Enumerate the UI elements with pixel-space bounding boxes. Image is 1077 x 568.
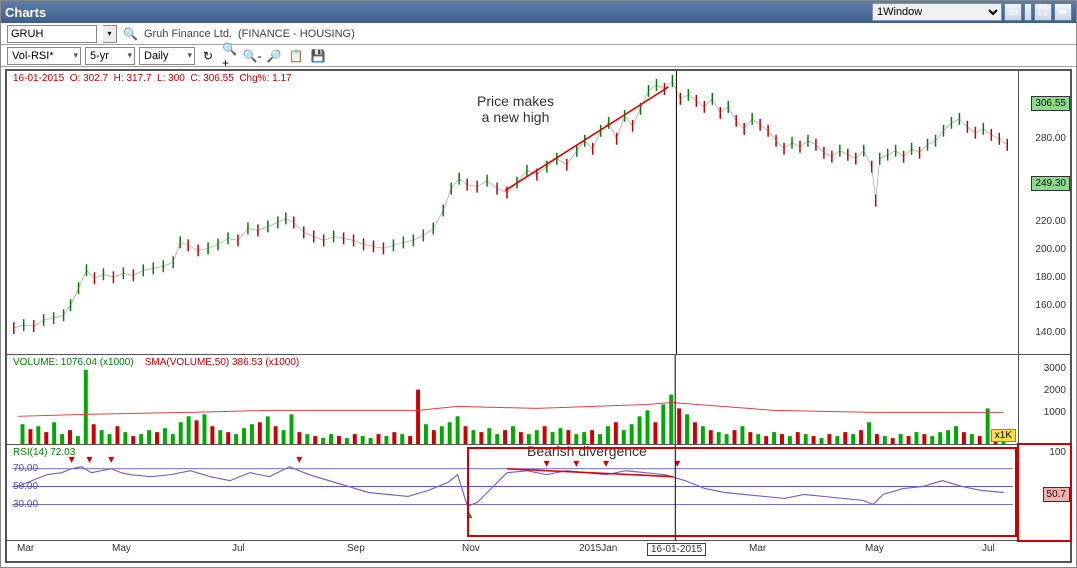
symbol-bar: ▾ 🔍 Gruh Finance Ltd. (FINANCE - HOUSING…	[1, 23, 1076, 45]
refresh-icon[interactable]: ↻	[199, 47, 217, 65]
price-y-axis: 306.55280.00249.30220.00200.00180.00160.…	[1018, 71, 1070, 355]
study-dropdown[interactable]: Vol-RSI*	[7, 47, 81, 65]
expand-button[interactable]: ⛶	[1034, 3, 1052, 21]
title-bar: Charts 1Window ▭ ⛶ ➦	[1, 1, 1076, 23]
rsi-pane[interactable]: RSI(14) 72.03 Bearish divergence 70.0050…	[7, 445, 1018, 541]
interval-dropdown[interactable]: Daily	[139, 47, 195, 65]
copy-icon[interactable]: 📋	[287, 47, 305, 65]
volume-plot[interactable]	[7, 355, 1018, 444]
annotation-price-high: Price makesa new high	[477, 93, 554, 125]
rsi-y-axis: 10050.7	[1018, 445, 1070, 541]
zoom-reset-icon[interactable]: 🔎	[265, 47, 283, 65]
volume-scale-badge: x1K	[991, 429, 1016, 442]
range-dropdown[interactable]: 5-yr	[85, 47, 135, 65]
zoom-in-icon[interactable]: 🔍+	[221, 47, 239, 65]
save-icon[interactable]: 💾	[309, 47, 327, 65]
window-selector[interactable]: 1Window	[872, 3, 1002, 21]
time-axis: MarMayJulSepNov2015Jan16-01-2015MarMayJu…	[7, 541, 1018, 561]
tile-button[interactable]: ▭	[1004, 3, 1022, 21]
company-name: Gruh Finance Ltd.	[144, 28, 232, 40]
volume-y-axis: 300020001000	[1018, 355, 1070, 445]
volume-pane[interactable]: VOLUME: 1076.04 (x1000) SMA(VOLUME,50) 3…	[7, 355, 1018, 445]
popout-button[interactable]: ➦	[1054, 3, 1072, 21]
ticker-input[interactable]	[7, 25, 97, 43]
chart-toolbar: Vol-RSI* 5-yr Daily ↻ 🔍+ 🔍- 🔎 📋 💾	[1, 45, 1076, 67]
chart-area[interactable]: 16-01-2015 O: 302.7 H: 317.7 L: 300 C: 3…	[5, 69, 1072, 563]
window-title: Charts	[5, 5, 46, 20]
company-sector: (FINANCE - HOUSING)	[238, 28, 355, 40]
ticker-dropdown[interactable]: ▾	[103, 25, 117, 43]
price-pane[interactable]: 16-01-2015 O: 302.7 H: 317.7 L: 300 C: 3…	[7, 71, 1018, 355]
zoom-out-icon[interactable]: 🔍-	[243, 47, 261, 65]
search-icon[interactable]: 🔍	[123, 27, 138, 41]
rsi-highlight-box	[467, 447, 1017, 537]
